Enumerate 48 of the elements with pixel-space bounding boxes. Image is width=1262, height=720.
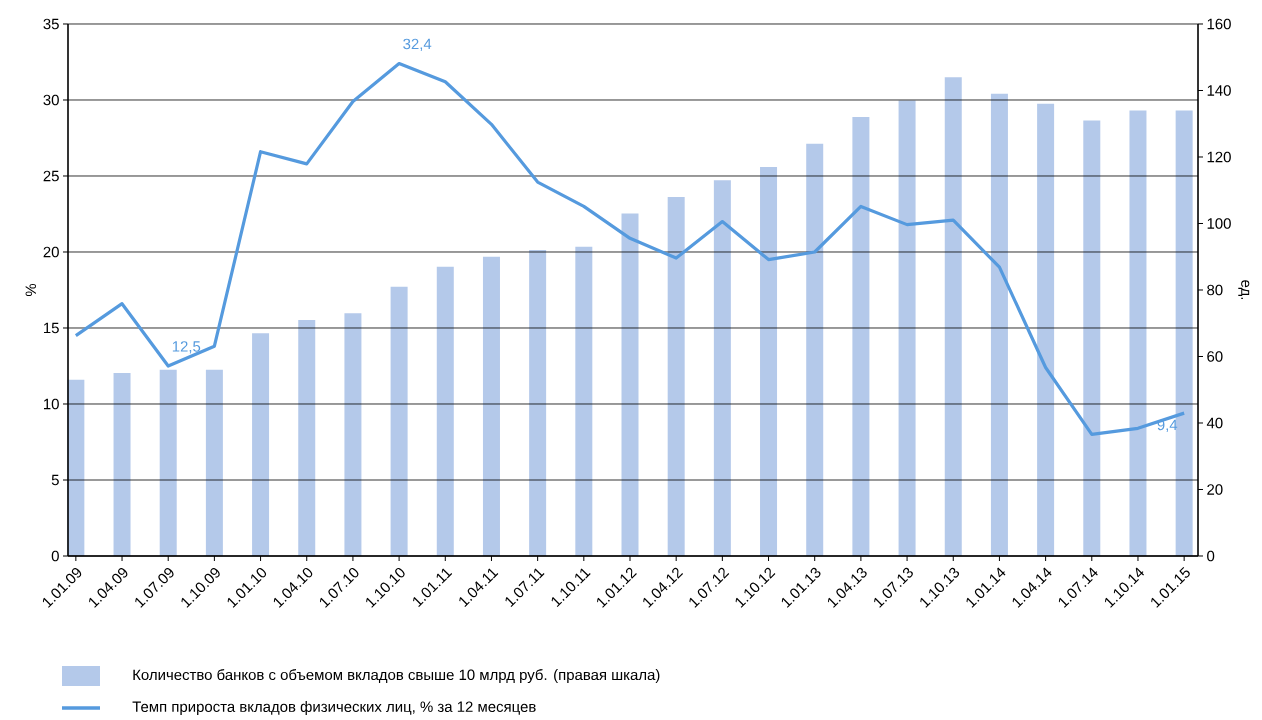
y-tick-label: 15 <box>44 322 59 334</box>
y2-tick-label: 40 <box>1206 417 1223 429</box>
y-tick-label: 0 <box>51 550 59 562</box>
bar <box>806 143 824 556</box>
bar <box>944 77 962 556</box>
bar <box>852 117 870 556</box>
bar <box>344 313 362 556</box>
bar <box>667 196 685 556</box>
y2-tick-label: 160 <box>1207 18 1231 30</box>
bar <box>298 319 316 556</box>
legend-label: Темп прироста вкладов физических лиц, % за 12 месяцев <box>132 701 536 715</box>
y-tick-label: 25 <box>43 170 59 182</box>
y2-tick-label: 60 <box>1207 351 1223 362</box>
y-tick-label: 30 <box>43 94 59 106</box>
y2-tick-label: 80 <box>1207 284 1223 296</box>
bar <box>529 250 547 556</box>
bar <box>436 266 454 556</box>
legend-label: Количество банков с объемом вкладов свыше 10 млрд руб. (правая шкала) <box>133 668 660 684</box>
bar <box>1037 103 1055 556</box>
bar <box>990 93 1008 556</box>
y2-tick-label: 120 <box>1207 151 1231 163</box>
bar <box>159 369 177 556</box>
bar <box>113 373 131 556</box>
bar <box>1083 120 1101 556</box>
data-label: 12,5 <box>172 341 201 354</box>
y2-axis-title: ед. <box>1238 280 1250 300</box>
bar <box>713 180 731 556</box>
bar <box>482 256 500 556</box>
bar <box>621 213 639 556</box>
bar <box>1175 110 1193 556</box>
y-tick-label: 35 <box>43 18 59 30</box>
y-axis-title: % <box>25 283 37 297</box>
bar <box>575 246 593 556</box>
y2-tick-label: 0 <box>1207 550 1215 562</box>
bar <box>252 333 270 556</box>
bar <box>205 369 223 556</box>
bar <box>1129 110 1147 556</box>
y-tick-label: 5 <box>51 474 59 486</box>
line-series <box>74 61 1186 436</box>
y-tick-label: 10 <box>44 398 59 410</box>
data-label: 32,4 <box>403 38 432 51</box>
y2-tick-label: 20 <box>1207 484 1223 495</box>
bar <box>760 166 778 556</box>
y2-tick-label: 140 <box>1207 85 1231 96</box>
bar <box>390 286 408 556</box>
y-tick-label: 20 <box>43 246 59 258</box>
bar <box>898 100 916 556</box>
y2-tick-label: 100 <box>1207 218 1231 229</box>
